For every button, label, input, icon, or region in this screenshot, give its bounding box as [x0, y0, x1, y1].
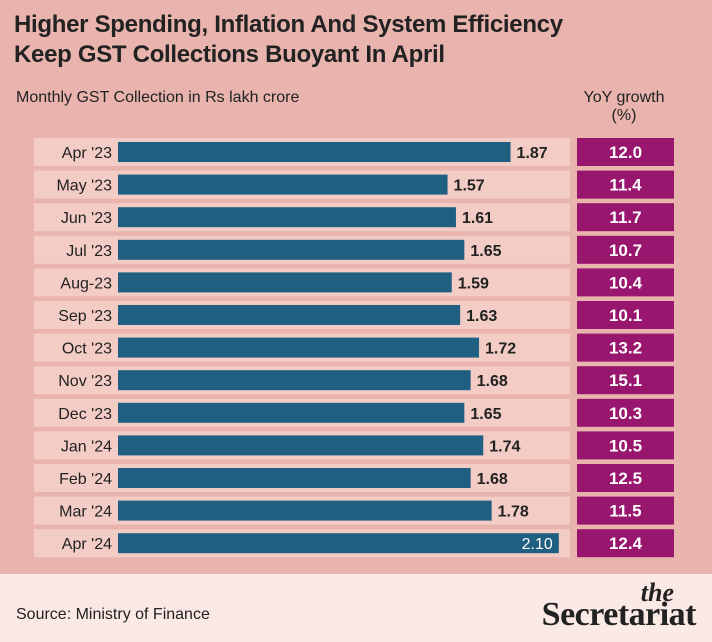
bar [118, 337, 480, 358]
yoy-value: 10.1 [609, 306, 642, 325]
category-label: Aug-23 [60, 275, 112, 292]
yoy-box [577, 496, 674, 525]
category-label: May '23 [56, 178, 112, 195]
chart-title: Higher Spending, Inflation And System Ef… [14, 10, 694, 70]
yoy-header-label: YoY growth [583, 89, 665, 106]
yoy-value: 11.4 [609, 176, 642, 195]
yoy-header-unit: (%) [611, 107, 637, 124]
bar [118, 305, 461, 325]
yoy-value: 10.4 [609, 273, 643, 292]
footer: Source: Ministry of Finance the Secretar… [0, 574, 712, 642]
value-label: 1.57 [454, 178, 485, 195]
value-label: 1.74 [489, 438, 520, 455]
yoy-value: 12.4 [609, 534, 643, 553]
bar [118, 239, 465, 260]
yoy-value: 12.5 [609, 469, 642, 488]
yoy-box [577, 398, 674, 427]
category-label: Mar '24 [59, 504, 112, 521]
bar-chart: Apr '23 1.87 12.0 May '23 1.57 11.4 Jun '23 1.6… [34, 138, 674, 558]
yoy-value: 10.7 [609, 241, 642, 260]
category-label: Oct '23 [62, 341, 112, 358]
yoy-box [577, 333, 674, 362]
value-label: 1.87 [517, 145, 548, 162]
yoy-column-header: YoY growth (%) [560, 89, 688, 125]
value-label: 1.65 [470, 406, 501, 423]
value-label: 1.72 [485, 341, 516, 358]
chart-subtitle: Monthly GST Collection in Rs lakh crore [16, 89, 300, 106]
yoy-value: 10.5 [609, 436, 642, 455]
category-label: Jul '23 [66, 243, 112, 260]
value-label: 1.61 [462, 210, 493, 227]
category-label: Jan '24 [61, 438, 112, 455]
yoy-box [577, 431, 674, 460]
yoy-box [577, 301, 674, 329]
yoy-box [577, 268, 674, 297]
yoy-box [577, 170, 674, 199]
value-label: 1.68 [477, 471, 508, 488]
value-label: 1.63 [466, 308, 497, 325]
yoy-value: 11.7 [609, 208, 641, 227]
value-label: 1.68 [477, 373, 508, 390]
bar [118, 370, 471, 391]
yoy-value: 12.0 [609, 143, 642, 162]
value-label: 1.59 [458, 275, 489, 292]
yoy-value: 11.5 [609, 502, 641, 521]
bar [118, 142, 511, 162]
bar [118, 500, 492, 521]
yoy-box [577, 203, 674, 232]
yoy-value: 10.3 [609, 404, 642, 423]
bar [118, 435, 484, 456]
category-label: Jun '23 [61, 210, 112, 227]
category-label: Nov '23 [58, 373, 112, 390]
category-label: Feb '24 [59, 471, 112, 488]
logo-secretariat: Secretariat [541, 596, 697, 633]
yoy-box [577, 235, 674, 264]
logo-the: the [640, 578, 674, 607]
bar [118, 272, 452, 293]
yoy-box [577, 464, 674, 492]
category-label: Apr '24 [62, 536, 112, 553]
yoy-box [577, 529, 674, 558]
yoy-value: 15.1 [609, 371, 642, 390]
category-label: Sep '23 [58, 308, 112, 325]
category-label: Dec '23 [58, 406, 112, 423]
category-label: Apr '23 [62, 145, 112, 162]
value-label: 1.65 [470, 243, 501, 260]
value-label: 1.78 [498, 504, 529, 521]
title-line-1: Higher Spending, Inflation And System Ef… [14, 11, 563, 38]
title-line-2: Keep GST Collections Buoyant In April [14, 41, 445, 68]
bar [118, 207, 456, 228]
bar [118, 402, 465, 423]
bar [118, 468, 471, 488]
yoy-box [577, 366, 674, 395]
bar [118, 174, 448, 195]
value-label: 2.10 [522, 536, 553, 553]
yoy-value: 13.2 [609, 339, 642, 358]
source-note: Source: Ministry of Finance [16, 606, 210, 623]
yoy-box [577, 138, 674, 166]
bar [118, 533, 559, 554]
